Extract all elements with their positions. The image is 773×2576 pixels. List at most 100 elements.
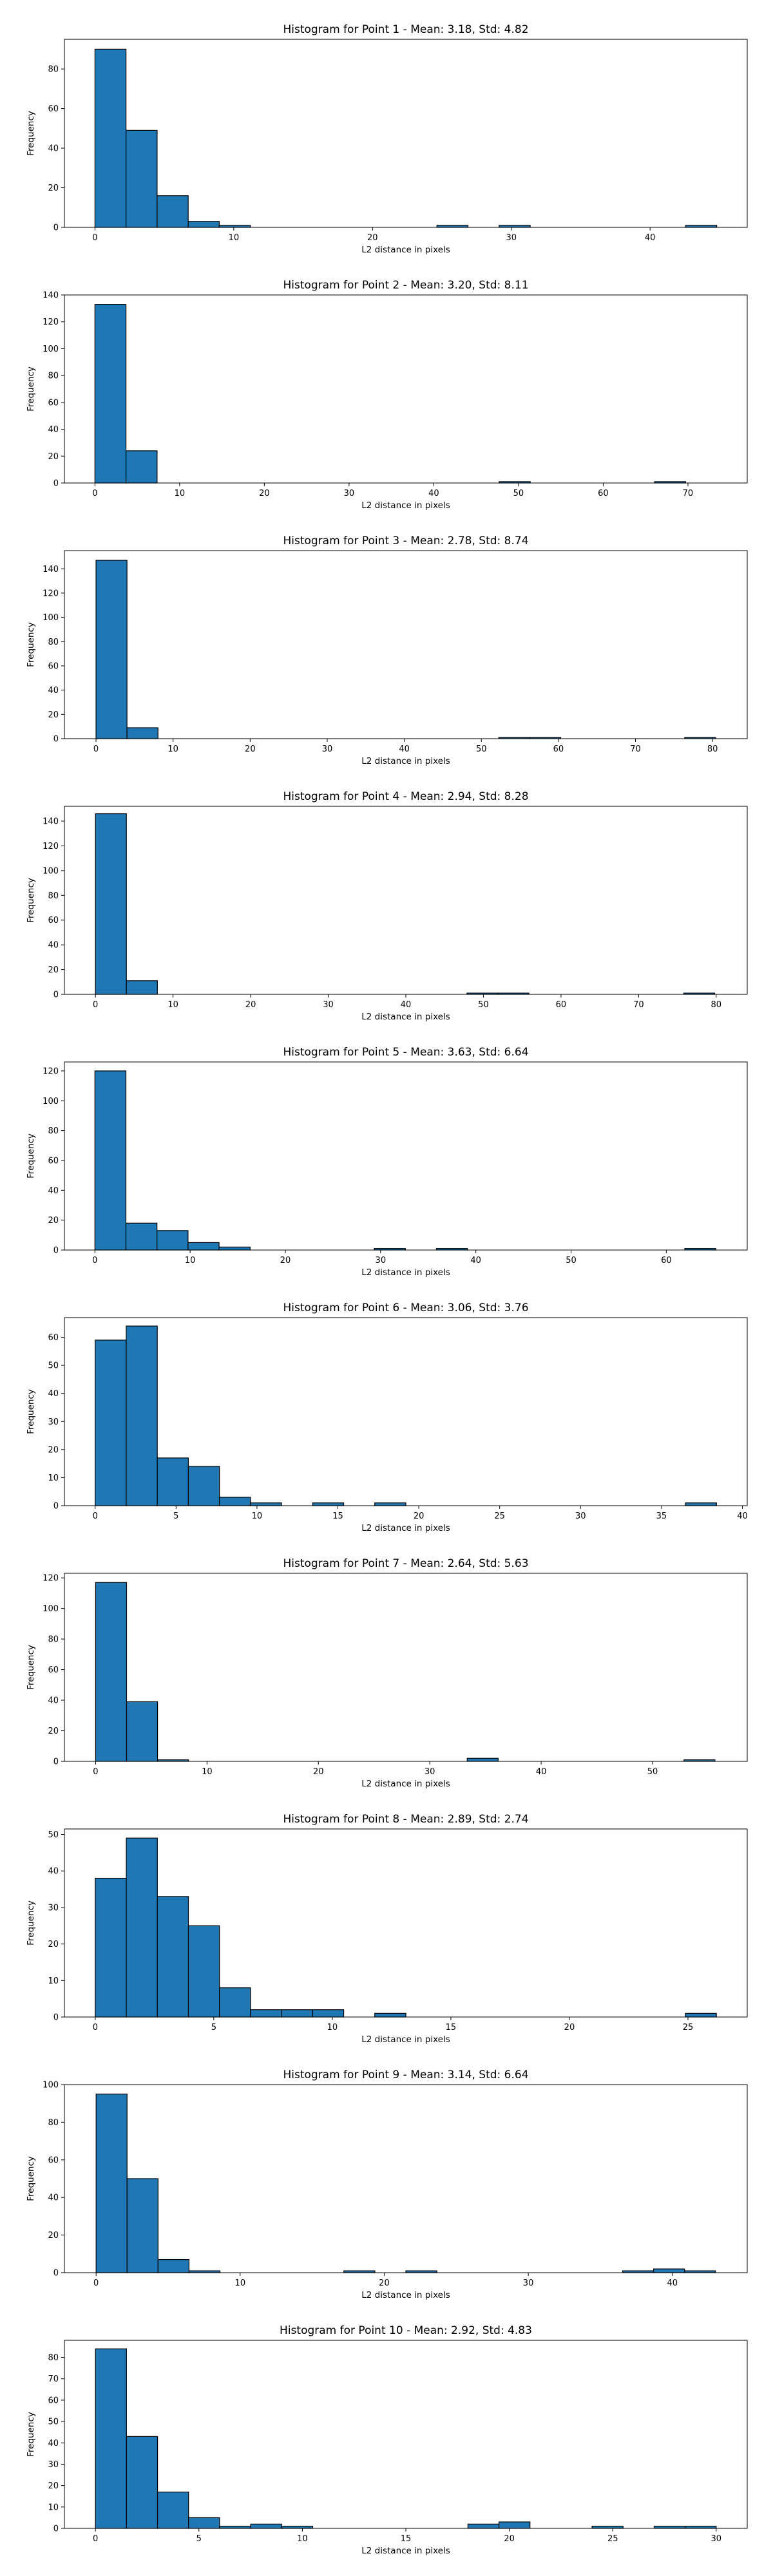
plot-area-frame (64, 2084, 748, 2273)
chart-title: Histogram for Point 1 - Mean: 3.18, Std:… (283, 23, 528, 36)
x-tick-label: 30 (575, 1511, 586, 1521)
y-tick-label: 0 (53, 735, 59, 744)
x-tick-label: 40 (645, 233, 656, 243)
histogram-bar (218, 1246, 251, 1251)
x-tick-label: 25 (494, 1511, 505, 1521)
x-tick-label: 0 (93, 2534, 98, 2544)
y-tick-label: 40 (48, 1696, 59, 1706)
y-tick-label: 60 (48, 1665, 59, 1675)
x-tick-label: 40 (667, 2278, 678, 2288)
histogram-bar (94, 304, 127, 484)
y-tick-label: 20 (48, 1727, 59, 1736)
x-tick-label: 60 (661, 1256, 672, 1265)
plot-area-frame (64, 806, 748, 995)
y-tick-label: 20 (48, 184, 59, 193)
y-tick-label: 140 (43, 291, 59, 301)
y-tick-label: 80 (48, 1635, 59, 1645)
histogram-bar (126, 129, 158, 228)
x-tick-label: 70 (630, 744, 641, 754)
x-tick-label: 60 (598, 489, 609, 498)
histogram-bar (95, 1340, 127, 1506)
plot-area-frame (64, 39, 748, 228)
y-tick-label: 100 (43, 613, 59, 623)
y-tick-label: 120 (43, 317, 59, 327)
x-tick-label: 20 (379, 2278, 390, 2288)
x-tick-label: 25 (683, 2023, 694, 2032)
x-tick-label: 10 (202, 1767, 213, 1777)
chart-title: Histogram for Point 10 - Mean: 2.92, Std… (280, 2324, 532, 2337)
y-tick-label: 20 (48, 1445, 59, 1455)
x-tick-label: 60 (556, 1000, 567, 1010)
histogram-bar (250, 2009, 282, 2018)
y-tick-label: 40 (48, 2439, 59, 2448)
x-tick-label: 40 (536, 1767, 547, 1777)
plot-area-frame (64, 1061, 748, 1251)
x-tick-label: 20 (313, 1767, 324, 1777)
histogram-bar (95, 813, 127, 995)
y-axis-label: Frequency (26, 1133, 36, 1179)
x-tick-label: 10 (167, 744, 178, 754)
x-tick-label: 10 (185, 1256, 196, 1265)
x-axis-label: L2 distance in pixels (361, 245, 450, 255)
x-tick-label: 20 (414, 1511, 425, 1521)
y-tick-label: 20 (48, 2231, 59, 2240)
y-tick-label: 100 (43, 1097, 59, 1106)
histogram-bar (157, 195, 189, 228)
y-tick-label: 80 (48, 65, 59, 75)
chart-title: Histogram for Point 2 - Mean: 3.20, Std:… (283, 279, 528, 292)
x-tick-label: 0 (92, 489, 97, 498)
y-tick-label: 40 (48, 1186, 59, 1196)
histogram-bar (126, 1325, 158, 1506)
histogram-bar (498, 2521, 531, 2529)
y-tick-label: 100 (43, 345, 59, 354)
y-tick-label: 120 (43, 589, 59, 598)
y-tick-label: 30 (48, 2460, 59, 2470)
histogram-bar (250, 1502, 282, 1506)
plot-area-frame (64, 294, 748, 484)
histogram-8: Histogram for Point 8 - Mean: 2.89, Std:… (26, 1813, 748, 2045)
y-axis-label: Frequency (26, 622, 36, 667)
histogram-bar (157, 1230, 189, 1251)
x-tick-label: 0 (93, 1767, 98, 1777)
histogram-bar (157, 1457, 189, 1506)
x-tick-label: 50 (513, 489, 524, 498)
x-axis-label: L2 distance in pixels (361, 2290, 450, 2300)
chart-title: Histogram for Point 6 - Mean: 3.06, Std:… (283, 1302, 528, 1314)
x-tick-label: 5 (211, 2023, 216, 2032)
histogram-bar (126, 2436, 158, 2529)
y-tick-label: 80 (48, 891, 59, 901)
x-tick-label: 60 (553, 744, 564, 754)
y-tick-label: 0 (53, 1502, 59, 1511)
x-axis-label: L2 distance in pixels (361, 1012, 450, 1022)
x-tick-label: 30 (523, 2278, 534, 2288)
histogram-bar (188, 2517, 220, 2529)
x-tick-label: 50 (478, 1000, 489, 1010)
y-tick-label: 100 (43, 866, 59, 876)
y-tick-label: 120 (43, 842, 59, 851)
histogram-bar (187, 1242, 220, 1251)
y-tick-label: 60 (48, 2396, 59, 2405)
histogram-bar (95, 1582, 128, 1762)
y-axis-label: Frequency (26, 2156, 36, 2201)
x-tick-label: 70 (633, 1000, 644, 1010)
y-tick-label: 40 (48, 2193, 59, 2203)
y-tick-label: 120 (43, 1066, 59, 1076)
y-tick-label: 20 (48, 1216, 59, 1226)
histogram-bar (95, 560, 128, 739)
y-tick-label: 50 (48, 1830, 59, 1840)
histogram-bar (94, 1070, 127, 1251)
x-tick-label: 10 (252, 1511, 263, 1521)
histogram-1: Histogram for Point 1 - Mean: 3.18, Std:… (26, 23, 748, 255)
chart-title: Histogram for Point 4 - Mean: 2.94, Std:… (283, 790, 528, 803)
histogram-bar (466, 1757, 499, 1762)
plot-area-frame (64, 1573, 748, 1762)
chart-title: Histogram for Point 8 - Mean: 2.89, Std:… (283, 1813, 528, 1826)
histogram-6: Histogram for Point 6 - Mean: 3.06, Std:… (26, 1302, 748, 1533)
y-tick-label: 20 (48, 710, 59, 720)
y-tick-label: 0 (53, 2524, 59, 2534)
y-tick-label: 0 (53, 1246, 59, 1256)
y-tick-label: 40 (48, 1389, 59, 1399)
histogram-bar (187, 221, 220, 228)
y-tick-label: 80 (48, 1126, 59, 1136)
